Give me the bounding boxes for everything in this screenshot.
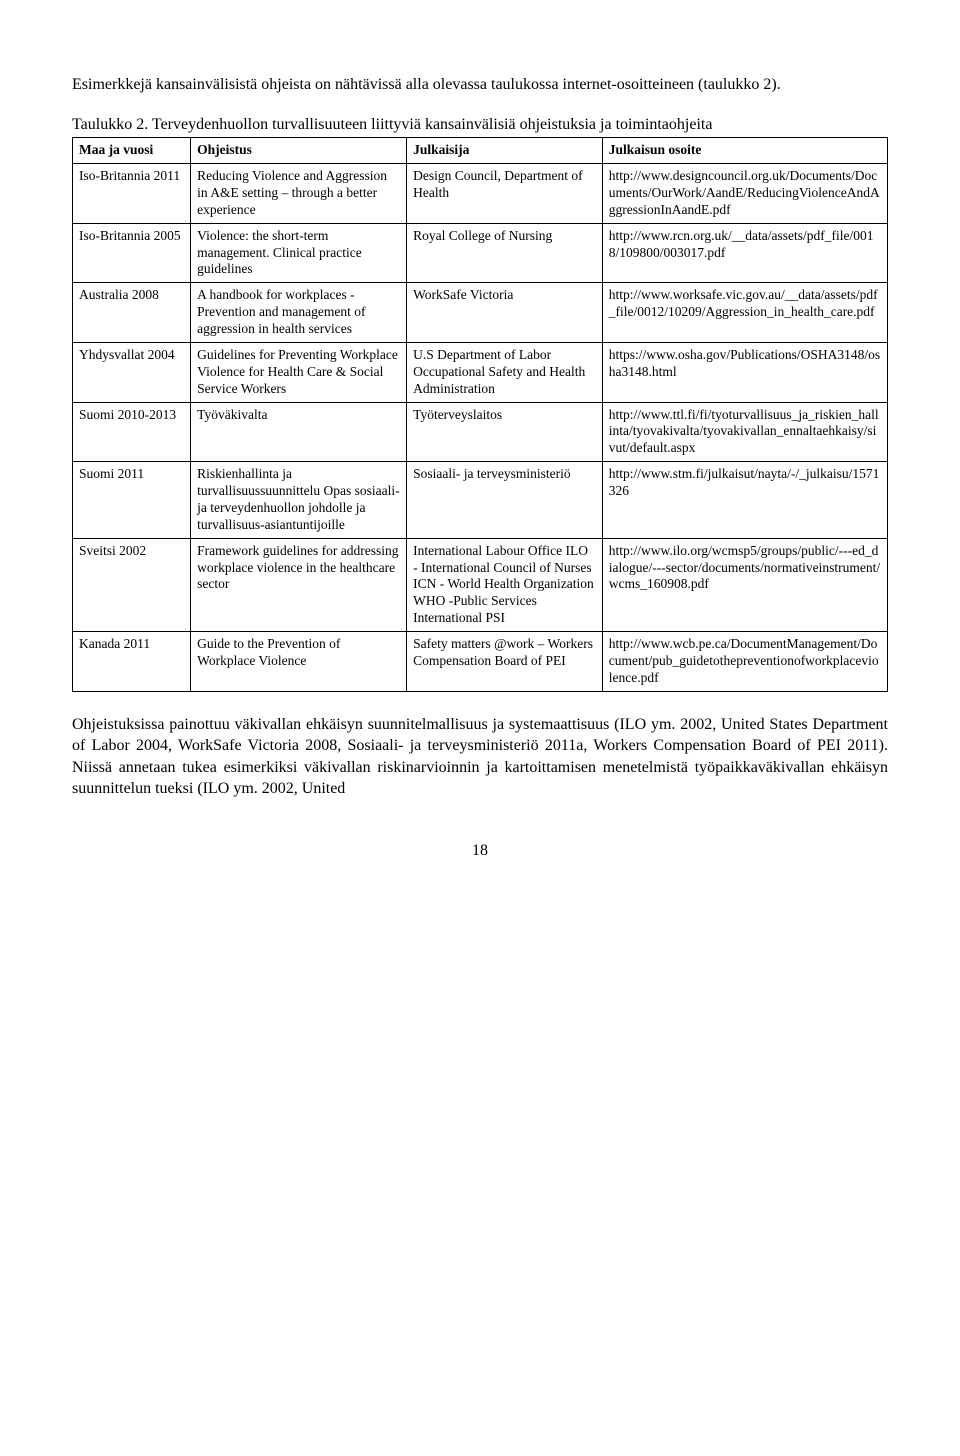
page-number: 18 — [72, 840, 888, 862]
cell-guideline: Guide to the Prevention of Workplace Vio… — [191, 632, 407, 692]
cell-guideline: Violence: the short-term management. Cli… — [191, 223, 407, 283]
cell-url: https://www.osha.gov/Publications/OSHA31… — [602, 342, 887, 402]
table-row: Kanada 2011Guide to the Prevention of Wo… — [73, 632, 888, 692]
header-guideline: Ohjeistus — [191, 138, 407, 164]
cell-country: Yhdysvallat 2004 — [73, 342, 191, 402]
table-row: Iso-Britannia 2011Reducing Violence and … — [73, 164, 888, 224]
table-row: Suomi 2011Riskienhallinta ja turvallisuu… — [73, 462, 888, 539]
header-url: Julkaisun osoite — [602, 138, 887, 164]
table-row: Iso-Britannia 2005Violence: the short-te… — [73, 223, 888, 283]
cell-url: http://www.ilo.org/wcmsp5/groups/public/… — [602, 538, 887, 631]
cell-guideline: Guidelines for Preventing Workplace Viol… — [191, 342, 407, 402]
cell-country: Suomi 2011 — [73, 462, 191, 539]
cell-guideline: A handbook for workplaces - Prevention a… — [191, 283, 407, 343]
cell-guideline: Framework guidelines for addressing work… — [191, 538, 407, 631]
table-row: Australia 2008A handbook for workplaces … — [73, 283, 888, 343]
table-row: Sveitsi 2002Framework guidelines for add… — [73, 538, 888, 631]
table-row: Yhdysvallat 2004Guidelines for Preventin… — [73, 342, 888, 402]
cell-publisher: Sosiaali- ja terveysministeriö — [407, 462, 603, 539]
cell-url: http://www.wcb.pe.ca/DocumentManagement/… — [602, 632, 887, 692]
header-country: Maa ja vuosi — [73, 138, 191, 164]
table-caption: Taulukko 2. Terveydenhuollon turvallisuu… — [72, 114, 888, 136]
table-row: Suomi 2010-2013TyöväkivaltaTyöterveyslai… — [73, 402, 888, 462]
intro-paragraph: Esimerkkejä kansainvälisistä ohjeista on… — [72, 74, 888, 96]
cell-url: http://www.designcouncil.org.uk/Document… — [602, 164, 887, 224]
cell-publisher: Työterveyslaitos — [407, 402, 603, 462]
cell-publisher: Royal College of Nursing — [407, 223, 603, 283]
cell-country: Suomi 2010-2013 — [73, 402, 191, 462]
cell-url: http://www.stm.fi/julkaisut/nayta/-/_jul… — [602, 462, 887, 539]
cell-country: Sveitsi 2002 — [73, 538, 191, 631]
cell-country: Iso-Britannia 2011 — [73, 164, 191, 224]
closing-paragraph: Ohjeistuksissa painottuu väkivallan ehkä… — [72, 714, 888, 800]
cell-publisher: International Labour Office ILO - Intern… — [407, 538, 603, 631]
cell-country: Kanada 2011 — [73, 632, 191, 692]
cell-guideline: Työväkivalta — [191, 402, 407, 462]
guidelines-table: Maa ja vuosi Ohjeistus Julkaisija Julkai… — [72, 137, 888, 692]
cell-url: http://www.rcn.org.uk/__data/assets/pdf_… — [602, 223, 887, 283]
cell-url: http://www.worksafe.vic.gov.au/__data/as… — [602, 283, 887, 343]
cell-url: http://www.ttl.fi/fi/tyoturvallisuus_ja_… — [602, 402, 887, 462]
cell-publisher: Safety matters @work – Workers Compensat… — [407, 632, 603, 692]
cell-publisher: U.S Department of Labor Occupational Saf… — [407, 342, 603, 402]
cell-guideline: Reducing Violence and Aggression in A&E … — [191, 164, 407, 224]
cell-guideline: Riskienhallinta ja turvallisuussuunnitte… — [191, 462, 407, 539]
cell-country: Iso-Britannia 2005 — [73, 223, 191, 283]
cell-publisher: WorkSafe Victoria — [407, 283, 603, 343]
cell-country: Australia 2008 — [73, 283, 191, 343]
table-header-row: Maa ja vuosi Ohjeistus Julkaisija Julkai… — [73, 138, 888, 164]
header-publisher: Julkaisija — [407, 138, 603, 164]
cell-publisher: Design Council, Department of Health — [407, 164, 603, 224]
